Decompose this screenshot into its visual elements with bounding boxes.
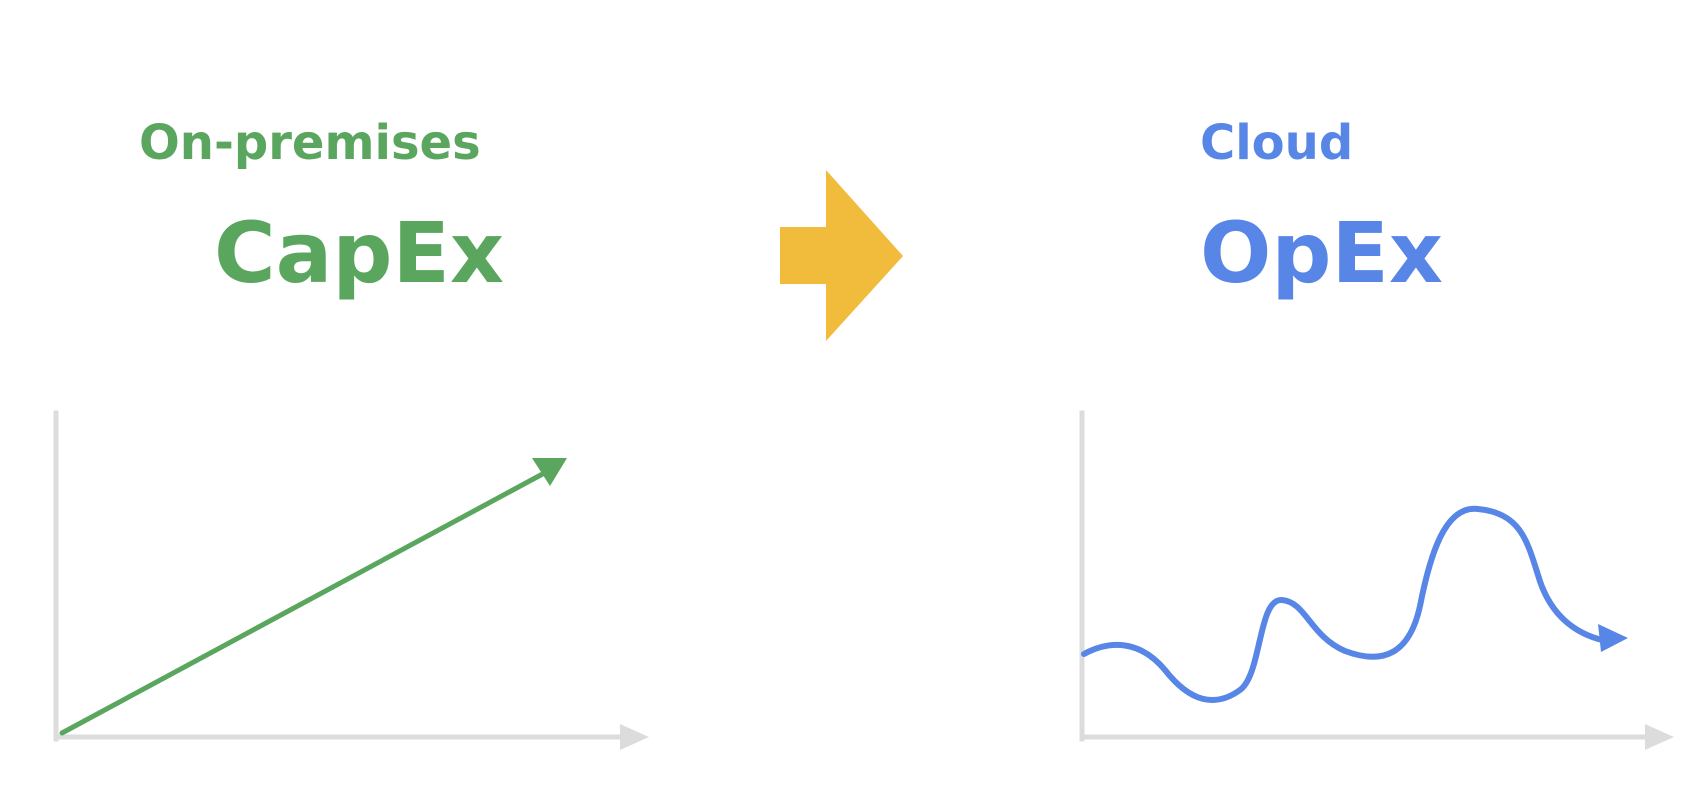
capex-trend-arrowhead-icon xyxy=(532,458,567,486)
opex-title: OpEx xyxy=(1200,204,1444,302)
capex-trend-line xyxy=(59,467,553,736)
capex-x-axis-arrowhead-icon xyxy=(620,724,649,750)
capex-chart xyxy=(53,410,649,750)
opex-chart xyxy=(1079,410,1674,750)
opex-trend-curve xyxy=(1081,505,1605,703)
on-premises-label: On-premises xyxy=(139,115,481,171)
opex-x-axis-arrowhead-icon xyxy=(1645,724,1674,750)
opex-trend-arrowhead-icon xyxy=(1598,624,1628,652)
capex-title: CapEx xyxy=(214,204,505,302)
transition-arrow-icon xyxy=(780,170,903,341)
cloud-label: Cloud xyxy=(1200,115,1354,171)
